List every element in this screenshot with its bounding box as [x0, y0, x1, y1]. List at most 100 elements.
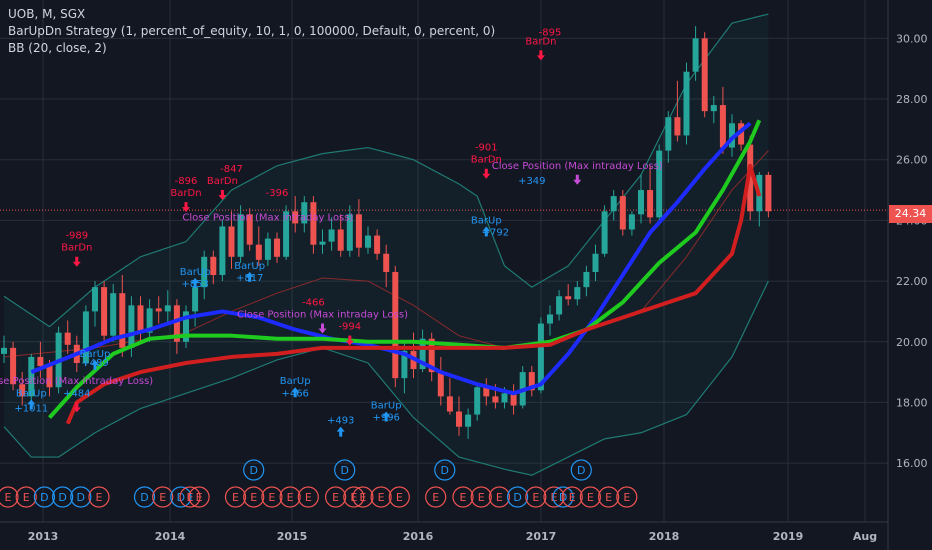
- signal-label: -895: [539, 27, 562, 38]
- signal-label: BarDn: [61, 243, 92, 254]
- candle-body: [19, 384, 26, 397]
- signal-label: +349: [518, 176, 545, 187]
- candle-body: [574, 287, 581, 300]
- event-label: E: [569, 491, 576, 504]
- blue-ma-line: [30, 121, 752, 396]
- signal-label: -989: [65, 231, 88, 242]
- event-label: E: [460, 491, 467, 504]
- arrow-up-icon: [245, 271, 254, 282]
- earnings-marker: [261, 486, 283, 508]
- last-price-tag: 24.34: [889, 205, 932, 223]
- event-label: D: [441, 464, 449, 477]
- event-label: E: [623, 491, 630, 504]
- signal-label: Close Position (Max intraday Loss): [492, 161, 663, 172]
- candle-body: [82, 311, 89, 363]
- candle-body: [183, 311, 189, 342]
- signal-label: -994: [338, 322, 361, 333]
- signal-label: BarUp: [371, 401, 402, 412]
- candle-body: [674, 117, 681, 136]
- arrow-down-icon: [218, 189, 227, 200]
- candle-body: [92, 287, 98, 312]
- y-tick-label: 30.00: [896, 32, 928, 45]
- candle-body: [446, 396, 453, 412]
- signal-label: +817: [236, 273, 263, 284]
- earnings-marker: [188, 486, 210, 508]
- candle-body: [601, 211, 608, 254]
- earnings-marker: [352, 486, 374, 508]
- dividend-marker: [552, 486, 574, 508]
- dividend-earnings-markers[interactable]: E E D D D E D E D E E E E E E E E E E E E E E E E D E E D E E E ED D D D: [0, 459, 638, 508]
- earnings-marker: [616, 486, 638, 508]
- candle-body: [64, 332, 71, 345]
- candle-body: [201, 256, 208, 288]
- arrow-down-icon: [72, 256, 81, 267]
- earnings-marker: [224, 486, 247, 508]
- dividend-marker: [51, 486, 74, 508]
- earnings-marker: [561, 486, 583, 508]
- bb-upper-line: [3, 13, 769, 328]
- earnings-marker: [343, 486, 365, 508]
- dividend-marker: [334, 459, 356, 481]
- event-label: E: [305, 491, 312, 504]
- event-label: D: [577, 464, 585, 477]
- arrow-down-icon: [72, 402, 81, 413]
- event-label: E: [432, 491, 439, 504]
- candle-body: [210, 256, 217, 276]
- signal-label: Close Position (Max intraday Loss): [0, 376, 153, 387]
- event-label: E: [496, 491, 503, 504]
- candle-body: [101, 287, 108, 336]
- event-label: E: [396, 491, 403, 504]
- dividend-marker: [243, 459, 265, 481]
- candle-body: [428, 338, 435, 373]
- candle-body: [465, 414, 472, 427]
- chart-legend: UOB, M, SGX BarUpDn Strategy (1, percent…: [8, 6, 495, 57]
- bb-title[interactable]: BB (20, close, 2): [8, 41, 107, 55]
- candle-body: [510, 393, 517, 406]
- candle-body: [765, 174, 772, 212]
- event-label: D: [340, 464, 348, 477]
- arrow-up-icon: [382, 411, 391, 422]
- event-label: D: [513, 491, 521, 504]
- candle-body: [474, 387, 481, 415]
- symbol-title[interactable]: UOB, M, SGX: [8, 7, 86, 21]
- event-label: E: [159, 491, 166, 504]
- candle-body: [355, 214, 362, 248]
- candle-body: [28, 356, 35, 397]
- event-label: E: [551, 491, 558, 504]
- candle-body: [246, 214, 253, 245]
- candle-body: [556, 296, 563, 315]
- signal-label: BarDn: [525, 36, 556, 47]
- arrow-up-icon: [191, 278, 200, 289]
- event-label: E: [359, 491, 366, 504]
- candle-body: [665, 117, 672, 151]
- candle-body: [10, 347, 17, 385]
- event-label: D: [77, 491, 85, 504]
- candle-body: [392, 271, 399, 379]
- x-tick-label: 2019: [773, 530, 804, 543]
- candle-body: [401, 350, 408, 379]
- y-tick-label: 16.00: [896, 457, 928, 470]
- arrow-down-icon: [318, 323, 327, 334]
- candle-body: [237, 214, 244, 257]
- candle-body: [565, 296, 572, 300]
- candle-body: [619, 196, 626, 230]
- candle-body: [146, 308, 153, 333]
- signal-label: BarDn: [170, 188, 201, 199]
- strategy-title[interactable]: BarUpDn Strategy (1, percent_of_equity, …: [8, 24, 496, 38]
- event-label: D: [140, 491, 148, 504]
- y-tick-label: 28.00: [896, 93, 928, 106]
- candle-body: [310, 202, 317, 245]
- earnings-marker: [425, 486, 447, 508]
- event-label: E: [378, 491, 385, 504]
- candle-body: [301, 202, 308, 224]
- signal-label: BarUp: [16, 388, 47, 399]
- signal-label: BarUp: [471, 215, 502, 226]
- x-tick-label: Aug: [853, 530, 877, 543]
- candle-body: [37, 356, 44, 367]
- candle-body: [1, 347, 7, 354]
- candle-body: [374, 235, 381, 254]
- event-label: E: [605, 491, 612, 504]
- earnings-marker: [15, 486, 37, 508]
- candle-body: [383, 253, 390, 272]
